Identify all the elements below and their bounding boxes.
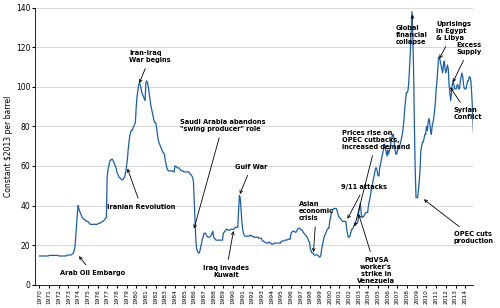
Text: 9/11 attacks: 9/11 attacks xyxy=(342,184,388,218)
Text: Prices rise on
OPEC cutbacks,
increased demand: Prices rise on OPEC cutbacks, increased … xyxy=(342,130,410,226)
Text: Iraq invades
Kuwait: Iraq invades Kuwait xyxy=(203,232,249,278)
Text: Iranian Revolution: Iranian Revolution xyxy=(107,169,175,209)
Text: OPEC cuts
production: OPEC cuts production xyxy=(424,200,494,244)
Text: Excess
Supply: Excess Supply xyxy=(453,42,482,82)
Text: Saudi Arabia abandons
"swing producer" role: Saudi Arabia abandons "swing producer" r… xyxy=(180,119,266,228)
Text: Arab Oil Embargo: Arab Oil Embargo xyxy=(60,257,125,276)
Text: Iran-Iraq
War begins: Iran-Iraq War begins xyxy=(130,50,171,82)
Text: Syrian
Conflict: Syrian Conflict xyxy=(451,88,482,120)
Y-axis label: Constant $2013 per barrel: Constant $2013 per barrel xyxy=(4,95,13,197)
Text: Gulf War: Gulf War xyxy=(235,164,268,193)
Text: PdVSA
worker's
strike in
Venezuela: PdVSA worker's strike in Venezuela xyxy=(357,215,395,284)
Text: Global
financial
collapse: Global financial collapse xyxy=(396,15,428,45)
Text: Uprisings
in Egypt
& Libya: Uprisings in Egypt & Libya xyxy=(436,21,471,58)
Text: Asian
economic
crisis: Asian economic crisis xyxy=(299,201,334,251)
